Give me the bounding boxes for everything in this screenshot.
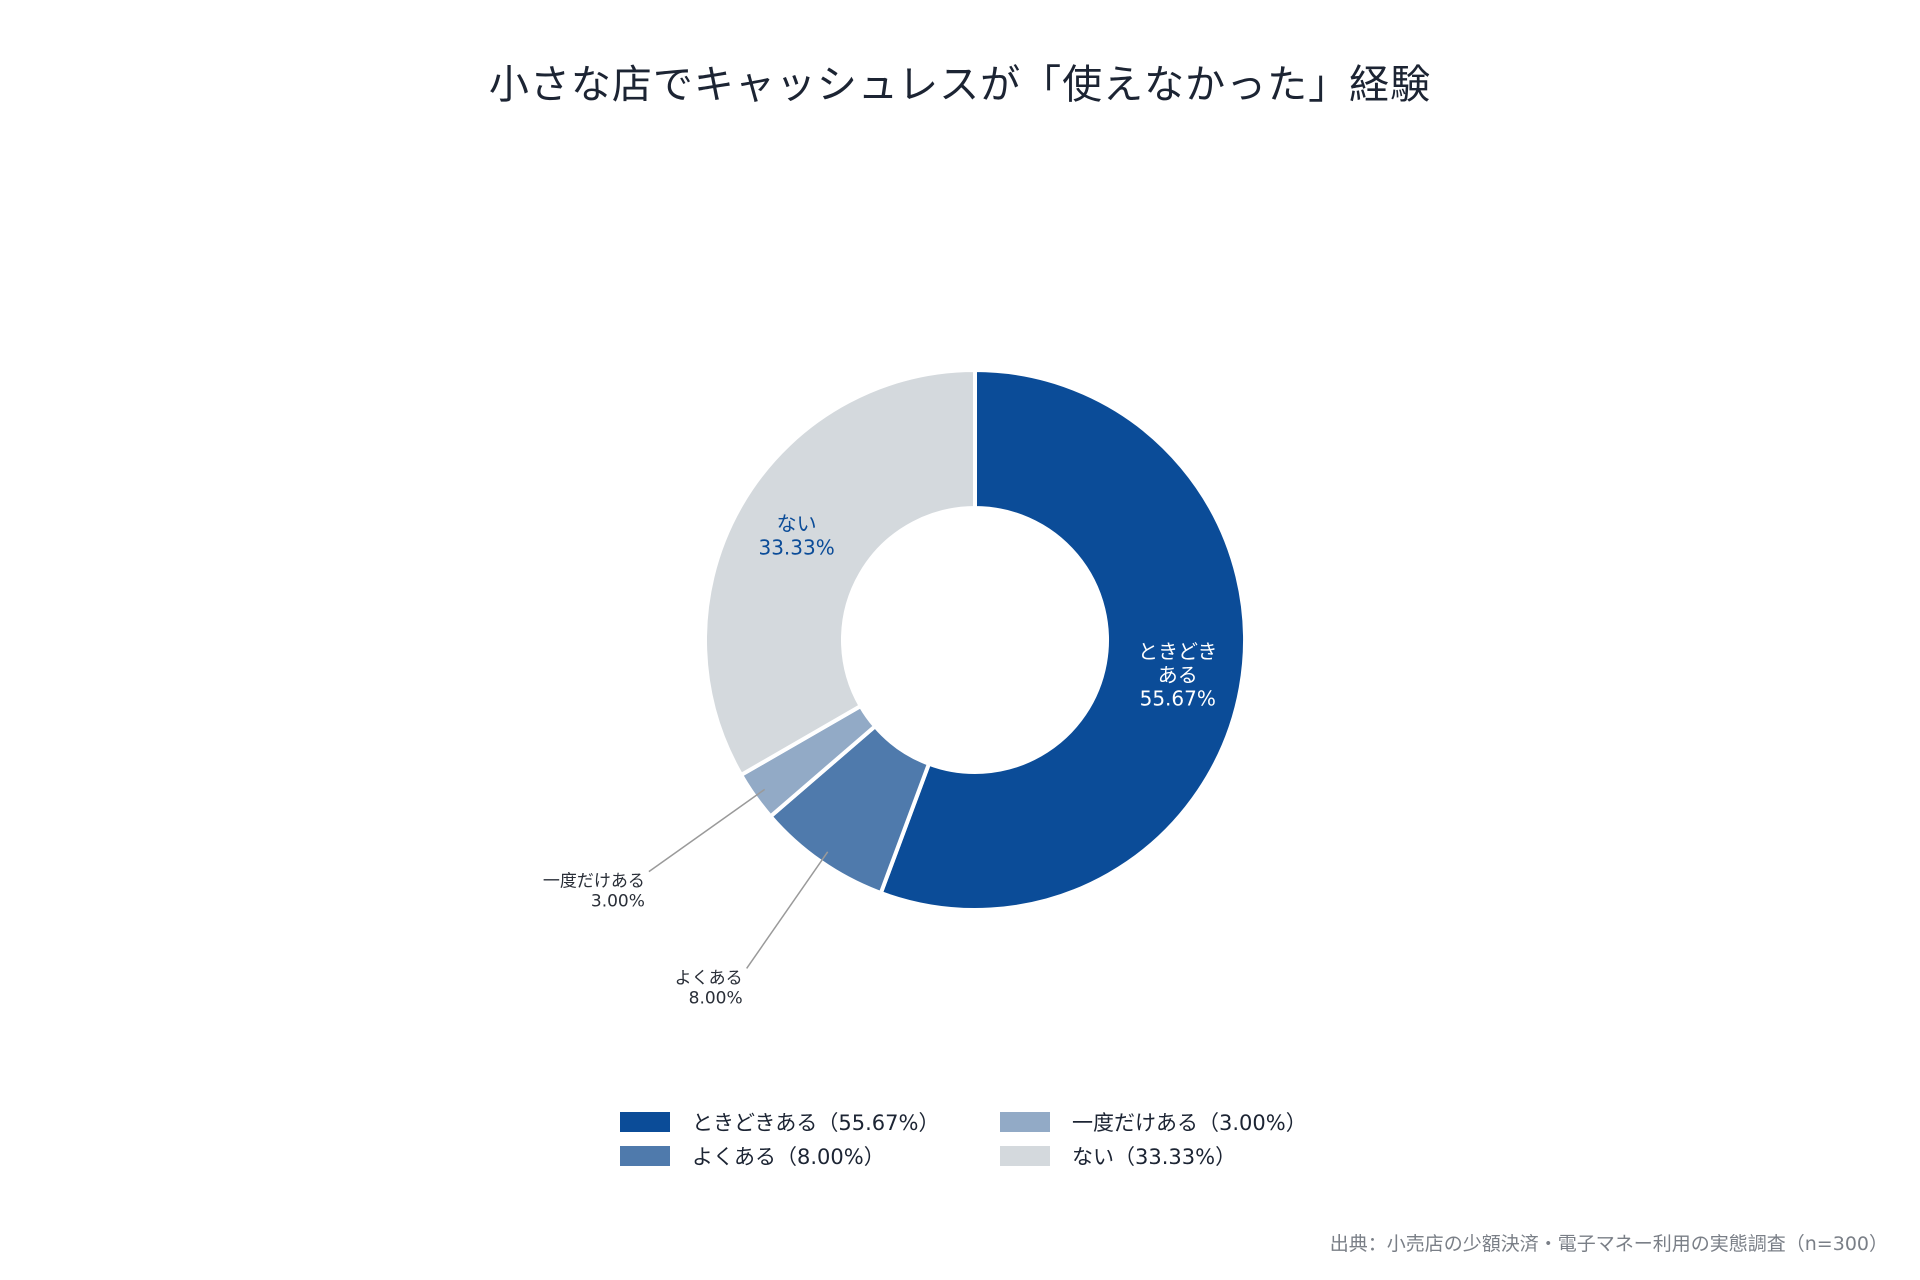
source-note: 出典：小売店の少額決済・電子マネー利用の実態調査（n=300）: [1329, 1233, 1888, 1255]
legend-swatch-3: [1000, 1146, 1050, 1166]
legend-label-1: よくある（8.00%）: [692, 1145, 885, 1169]
legend-item-3: ない（33.33%）: [1000, 1142, 1380, 1170]
legend-swatch-1: [620, 1146, 670, 1166]
legend-swatch-0: [620, 1112, 670, 1132]
legend-label-0: ときどきある（55.67%）: [692, 1111, 940, 1135]
leader-line-1: [746, 851, 829, 969]
leader-line-2: [648, 788, 766, 873]
legend-item-0: ときどきある（55.67%）: [620, 1108, 1000, 1136]
slice-label-0-line-2: 55.67%: [1140, 687, 1216, 711]
slice-label-2-line-1: 3.00%: [591, 892, 645, 912]
slice-label-2-line-0: 一度だけある: [543, 872, 645, 892]
slice-label-3-line-0: ない: [777, 512, 817, 536]
legend-item-2: 一度だけある（3.00%）: [1000, 1108, 1380, 1136]
slice-label-0-line-1: ある: [1158, 663, 1198, 687]
slice-label-1-line-0: よくある: [675, 968, 743, 988]
chart-title: 小さな店でキャッシュレスが「使えなかった」経験: [488, 62, 1432, 108]
legend-swatch-2: [1000, 1112, 1050, 1132]
donut-slice-3: [703, 368, 977, 777]
donut-slice-0: [878, 368, 1248, 912]
legend-item-1: よくある（8.00%）: [620, 1142, 1000, 1170]
legend-label-2: 一度だけある（3.00%）: [1072, 1111, 1307, 1135]
slice-label-0-line-0: ときどき: [1138, 639, 1217, 663]
slice-label-1-line-1: 8.00%: [689, 988, 743, 1008]
chart-legend: ときどきある（55.67%） 一度だけある（3.00%） よくある（8.00%） ない…: [620, 1108, 1380, 1170]
legend-label-3: ない（33.33%）: [1072, 1145, 1237, 1169]
slice-label-3-line-1: 33.33%: [758, 535, 834, 559]
